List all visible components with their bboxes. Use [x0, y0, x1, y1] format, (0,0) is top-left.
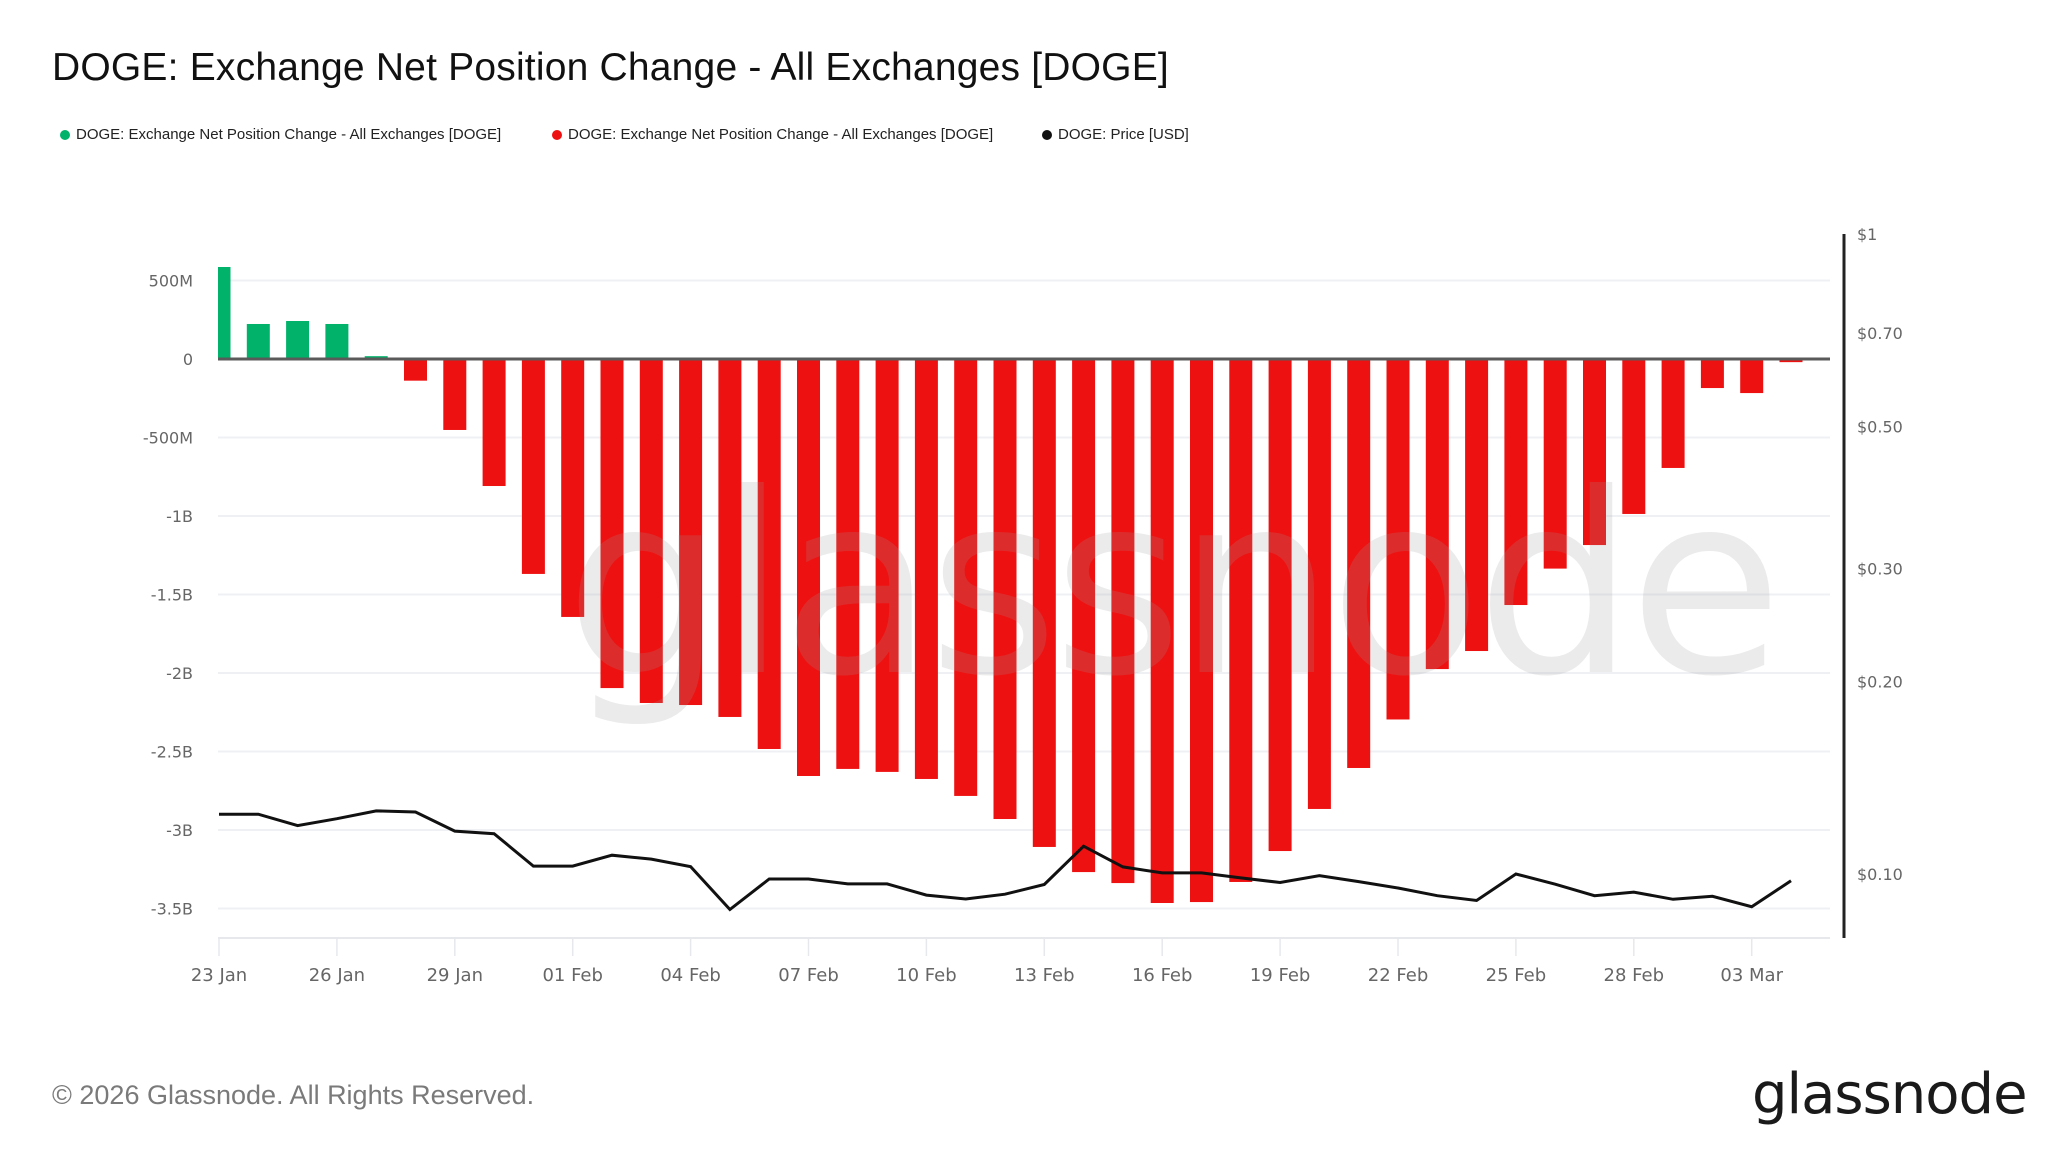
bar-negative — [1740, 359, 1764, 394]
bar-negative — [1072, 359, 1096, 873]
bar-negative — [1268, 359, 1292, 852]
glassnode-logo[interactable]: glassnode — [1752, 1062, 2028, 1127]
x-axis-tick-label: 29 Jan — [427, 965, 483, 986]
bar-negative — [836, 359, 860, 769]
right-axis-tick-label: $0.10 — [1857, 865, 1903, 884]
right-axis-tick-label: $0.50 — [1857, 418, 1903, 437]
watermark: glassnode — [565, 440, 1777, 731]
left-axis-tick-label: -2B — [166, 664, 193, 683]
x-axis-tick-label: 01 Feb — [542, 965, 603, 986]
legend-label: DOGE: Price [USD] — [1058, 126, 1189, 143]
left-axis-tick-label: -500M — [143, 429, 193, 448]
x-axis-tick-label: 13 Feb — [1014, 965, 1075, 986]
right-axis-tick-label: $0.30 — [1857, 560, 1903, 579]
right-axis-tick-label: $1 — [1857, 225, 1877, 244]
x-axis-tick-label: 04 Feb — [660, 965, 721, 986]
legend-dot-black-icon — [1042, 129, 1052, 140]
bar-positive — [218, 266, 231, 359]
x-axis-tick-label: 07 Feb — [778, 965, 839, 986]
bar-negative — [797, 359, 820, 776]
left-axis: 500M 0 -500M -1B -1.5B -2B -2.5B -3B -3.5B — [143, 272, 193, 919]
bar-negative — [1543, 359, 1567, 569]
bar-negative — [757, 359, 781, 749]
x-axis: 23 Jan 26 Jan 29 Jan 01 Feb 04 Feb 07 Feb 10 F… — [191, 937, 1830, 986]
x-axis-tick-label: 16 Feb — [1132, 965, 1193, 986]
price-line-series — [218, 809, 1792, 912]
bar-negative — [1150, 359, 1174, 904]
x-axis-tick-label: 19 Feb — [1250, 965, 1311, 986]
bar-negative — [1425, 359, 1449, 670]
legend-item-net-position-inflow[interactable]: DOGE: Exchange Net Position Change - All… — [60, 126, 501, 143]
bar-negative — [443, 359, 467, 430]
bar-negative — [914, 359, 938, 779]
left-axis-tick-label: -2.5B — [151, 743, 193, 762]
left-axis-tick-label: -3B — [166, 821, 193, 840]
bar-negative — [1229, 359, 1253, 882]
bar-negative — [561, 359, 585, 617]
bar-negative — [718, 359, 742, 717]
bar-negative — [1661, 359, 1685, 468]
bar-negative — [1779, 359, 1803, 363]
bar-negative — [993, 359, 1017, 820]
legend-item-net-position-outflow[interactable]: DOGE: Exchange Net Position Change - All… — [552, 126, 993, 143]
legend-dot-red-icon — [552, 129, 562, 140]
left-axis-tick-label: -1B — [166, 507, 193, 526]
copyright-footer: © 2026 Glassnode. All Rights Reserved. — [52, 1080, 535, 1110]
bar-negative — [1622, 359, 1646, 514]
bar-negative — [954, 359, 978, 796]
bar-negative — [404, 359, 427, 381]
right-axis: $1 $0.70 $0.50 $0.30 $0.20 $0.10 — [1842, 225, 1903, 938]
left-axis-tick-label: -1.5B — [151, 586, 193, 605]
bar-negative — [1583, 359, 1606, 546]
bar-positive — [286, 321, 310, 359]
bar-negative — [1386, 359, 1410, 720]
bar-negative — [1307, 359, 1331, 809]
x-axis-tick-label: 23 Jan — [191, 965, 247, 986]
bar-negative — [1347, 359, 1371, 768]
left-axis-tick-label: -3.5B — [151, 900, 193, 919]
bar-positive — [325, 323, 349, 359]
legend-dot-green-icon — [60, 129, 70, 140]
bar-negative — [875, 359, 899, 772]
x-axis-tick-label: 22 Feb — [1368, 965, 1429, 986]
bar-negative — [482, 359, 506, 487]
bar-negative — [600, 359, 624, 689]
x-axis-tick-label: 25 Feb — [1486, 965, 1547, 986]
left-axis-tick-label: 500M — [149, 272, 193, 291]
bar-positive — [246, 323, 270, 359]
bar-series — [218, 266, 1803, 904]
legend-label: DOGE: Exchange Net Position Change - All… — [76, 126, 502, 143]
bar-negative — [1111, 359, 1135, 884]
chart-title: DOGE: Exchange Net Position Change - All… — [52, 46, 1169, 89]
bar-negative — [521, 359, 545, 574]
bar-negative — [1032, 359, 1056, 847]
right-axis-tick-label: $0.70 — [1857, 324, 1903, 343]
bar-negative — [679, 359, 703, 706]
x-axis-tick-label: 10 Feb — [896, 965, 957, 986]
legend-item-price[interactable]: DOGE: Price [USD] — [1042, 126, 1189, 143]
right-axis-tick-label: $0.20 — [1857, 672, 1903, 691]
bar-negative — [1465, 359, 1489, 652]
bar-negative — [1504, 359, 1528, 606]
x-axis-tick-label: 28 Feb — [1604, 965, 1665, 986]
bar-negative — [1700, 359, 1724, 389]
x-axis-tick-label: 03 Mar — [1720, 965, 1783, 986]
left-axis-tick-label: 0 — [183, 350, 193, 369]
price-line — [219, 809, 1792, 912]
x-axis-tick-label: 26 Jan — [309, 965, 365, 986]
bar-negative — [1190, 359, 1213, 903]
bar-negative — [639, 359, 663, 703]
legend-label: DOGE: Exchange Net Position Change - All… — [568, 126, 994, 143]
